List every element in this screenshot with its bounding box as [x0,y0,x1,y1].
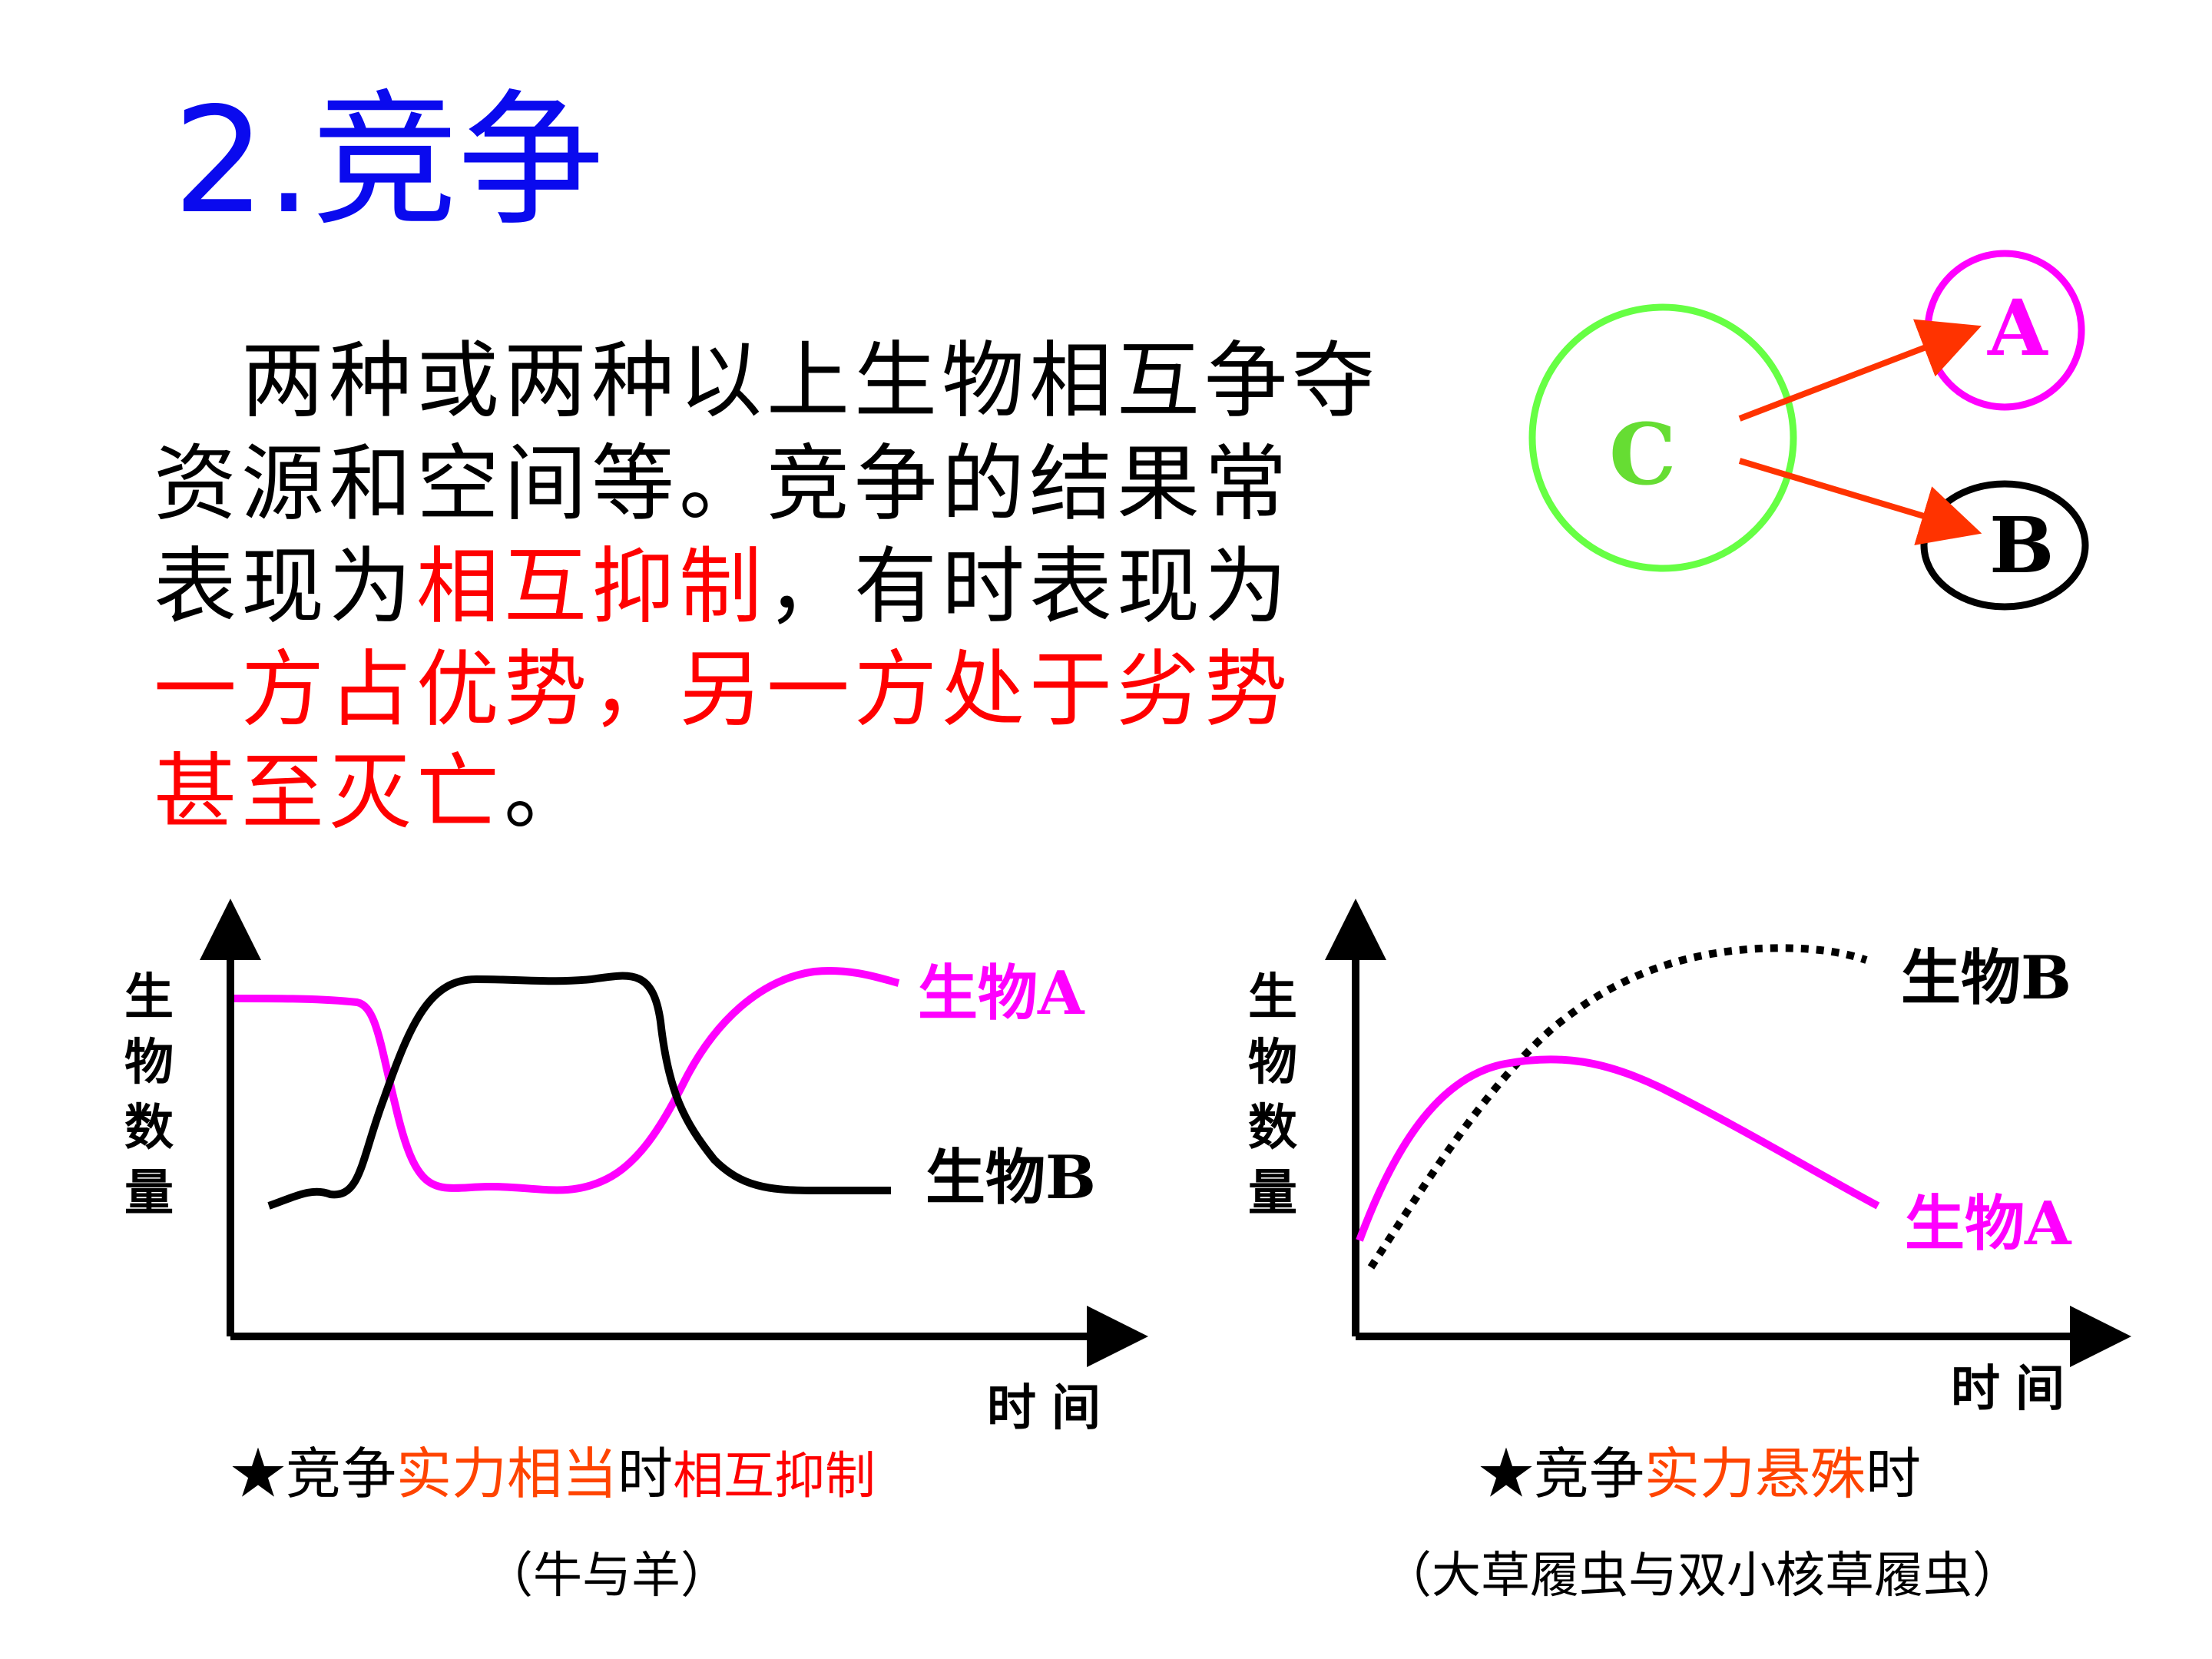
slide-title: 2.竞争 [173,76,604,246]
series-label-b: 生物B [1901,943,2071,1013]
chart-left-caption: ★竞争实力相当时相互抑制 [230,1429,876,1509]
caption-highlight: 相互抑制 [673,1446,876,1505]
series-line-organism-a [1356,1055,1880,1242]
caption-text: 竞争 [1534,1442,1645,1506]
emphasis-text: 甚至灭亡 [154,745,505,841]
series-line-organism-b [267,972,891,1210]
series-label-b: 生物B [926,1143,1096,1213]
paragraph-text: ，有时表现为 [767,539,1293,635]
y-axis-label-char: 生 [1248,969,1297,1026]
y-axis-label: 生 物 数 量 [124,969,190,1222]
chart-left: 生物A 生物B 生 物 数 量 时间 [124,899,1148,1437]
y-axis-label-char: 量 [1248,1164,1297,1222]
y-axis-label-char: 物 [124,1034,174,1091]
paragraph-text: 表现为 [154,539,417,635]
chart-right-subtitle: （大草履虫与双小核草履虫） [1382,1548,2022,1604]
caption-highlight: 实力悬殊 [1644,1442,1866,1506]
star-icon: ★ [230,1442,286,1506]
node-b-ellipse [1920,480,2089,611]
caption-text: 竞争 [286,1442,397,1506]
y-axis-label-char: 数 [124,1099,174,1157]
node-b-label: B [1989,500,2055,591]
paragraph-line-4: 一方占优势，另一方处于劣势 [154,642,1293,738]
paragraph-line-1: 两种或两种以上生物相互争夺 [154,330,1375,433]
paragraph-line-3: 表现为相互抑制，有时表现为 [154,536,1367,639]
star-icon: ★ [1479,1442,1535,1506]
node-a-label: A [1987,283,2048,373]
y-axis-label: 生 物 数 量 [1248,969,1314,1222]
paragraph-text: 。 [504,745,592,841]
y-axis-label-char: 量 [124,1164,174,1222]
arrow-c-to-b [1738,458,1982,545]
y-axis-label-char: 物 [1248,1034,1297,1091]
y-axis-label-char: 生 [124,969,174,1026]
chart-left-subtitle: （牛与羊） [484,1548,730,1604]
caption-text: 时 [1866,1442,1922,1506]
caption-highlight: 实力相当 [396,1442,618,1506]
chart-right-caption: ★竞争实力悬殊时 [1479,1429,1921,1509]
series-line-organism-a [233,967,900,1194]
paragraph-line-2: 资源和空间等。竞争的结果常 [154,436,1293,532]
paragraph-text: 两种或两种以上生物相互争夺 [241,333,1380,429]
x-axis-label: 时间 [1951,1360,2080,1418]
chart-right: 生物B 生物A 生 物 数 量 时间 [1248,899,2131,1418]
series-label-a: 生物A [918,959,1085,1028]
emphasis-text: 相互抑制 [416,539,767,635]
node-c-circle [1528,303,1797,572]
x-axis-label: 时间 [987,1379,1116,1437]
paragraph-line-5: 甚至灭亡。 [154,742,1367,845]
node-c-label: C [1609,405,1677,504]
y-axis-label-char: 数 [1248,1099,1297,1157]
description-paragraph: 两种或两种以上生物相互争夺 资源和空间等。竞争的结果常 表现为相互抑制，有时表现… [154,330,1375,845]
caption-text: 时 [618,1442,674,1506]
series-line-organism-b [1367,944,1868,1270]
series-label-a: 生物A [1905,1189,2072,1259]
arrow-c-to-a [1738,319,1982,422]
